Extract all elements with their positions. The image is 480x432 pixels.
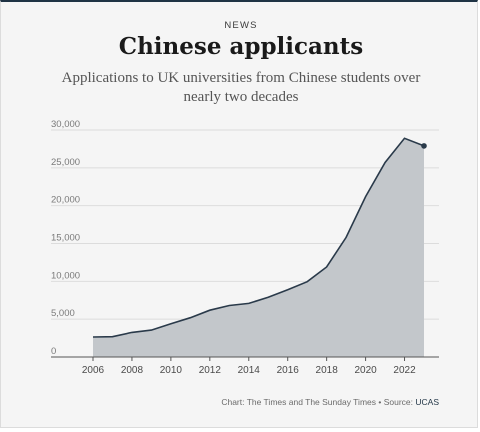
- y-tick-label: 30,000: [51, 119, 80, 130]
- x-tick-label: 2016: [277, 365, 300, 376]
- source-link[interactable]: UCAS: [415, 397, 439, 407]
- x-tick-label: 2006: [82, 365, 105, 376]
- y-tick-label: 20,000: [51, 195, 80, 206]
- chart-subtitle: Applications to UK universities from Chi…: [61, 70, 421, 105]
- y-tick-label: 25,000: [51, 157, 80, 168]
- x-tick-label: 2008: [121, 365, 144, 376]
- y-tick-label: 0: [51, 346, 56, 357]
- end-point-marker: [421, 143, 427, 149]
- x-tick-label: 2010: [160, 365, 183, 376]
- credit-text: Chart: The Times and The Sunday Times • …: [221, 397, 413, 407]
- series-area: [93, 138, 424, 357]
- x-tick-label: 2022: [393, 365, 416, 376]
- x-tick-label: 2014: [238, 365, 261, 376]
- x-tick-label: 2020: [354, 365, 377, 376]
- y-tick-label: 15,000: [51, 233, 80, 244]
- x-tick-label: 2012: [199, 365, 222, 376]
- series-line: [92, 137, 425, 338]
- section-kicker: NEWS: [224, 20, 258, 31]
- chart-title: Chinese applicants: [118, 33, 364, 60]
- x-tick-label: 2018: [316, 365, 339, 376]
- y-tick-label: 10,000: [51, 270, 80, 281]
- chart-footer: Chart: The Times and The Sunday Times • …: [221, 397, 439, 407]
- y-tick-label: 5,000: [51, 308, 75, 319]
